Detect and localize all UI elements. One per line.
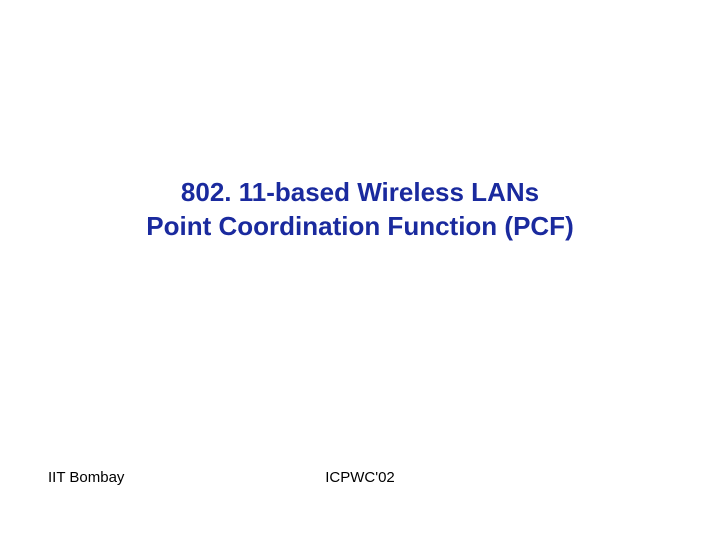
slide-title-container: 802. 11-based Wireless LANs Point Coordi… [0,176,720,244]
footer-center-text: ICPWC'02 [325,469,395,486]
footer-left-text: IIT Bombay [48,469,124,486]
title-line-1: 802. 11-based Wireless LANs [0,176,720,210]
title-line-2: Point Coordination Function (PCF) [0,210,720,244]
